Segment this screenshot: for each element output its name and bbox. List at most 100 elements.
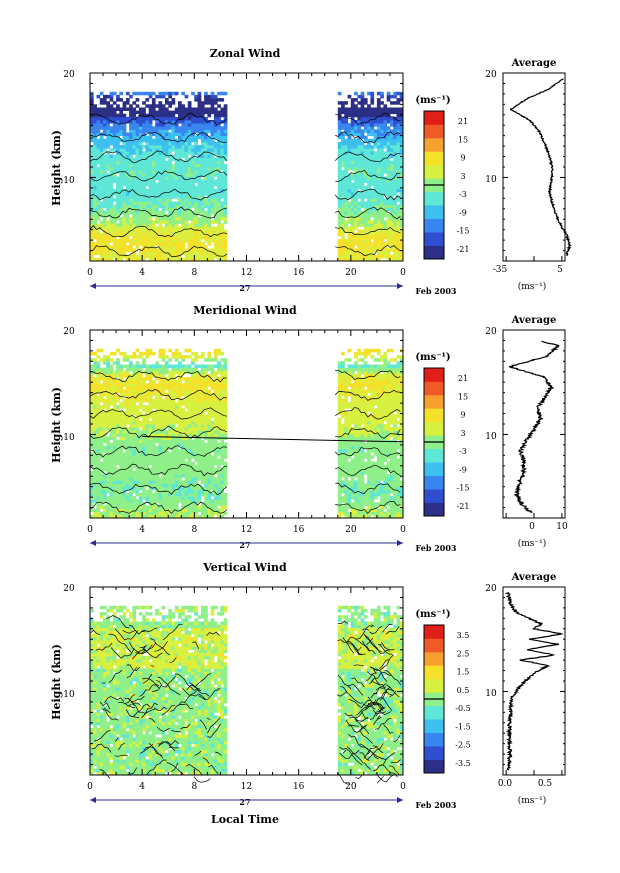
heatmap-cell: [106, 411, 110, 415]
heatmap-cell: [194, 408, 198, 412]
heatmap-cell: [337, 239, 342, 243]
heatmap-cell: [138, 477, 143, 481]
heatmap-cell: [109, 223, 114, 227]
heatmap-cell: [103, 458, 107, 462]
heatmap-cell: [109, 455, 114, 459]
heatmap-cell: [151, 170, 156, 174]
heatmap-cell: [383, 167, 388, 171]
heatmap-cell: [93, 508, 97, 513]
heatmap-cell: [119, 505, 123, 509]
heatmap-cell: [341, 160, 345, 165]
heatmap-cell: [119, 489, 123, 494]
heatmap-cell: [151, 207, 156, 212]
heatmap-cell: [96, 511, 101, 516]
heatmap-cell: [112, 113, 117, 118]
heatmap-cell: [103, 232, 107, 237]
heatmap-cell: [370, 257, 375, 262]
heatmap-cell: [106, 107, 110, 111]
colorbar-swatch: [424, 205, 444, 219]
heatmap-cell: [376, 198, 381, 202]
heatmap-cell: [151, 223, 156, 227]
heatmap-cell: [106, 508, 110, 513]
heatmap-cell: [151, 148, 156, 152]
heatmap-cell: [158, 367, 163, 372]
heatmap-cell: [145, 163, 150, 168]
heatmap-cell: [165, 477, 169, 481]
heatmap-cell: [187, 167, 192, 171]
heatmap-cell: [151, 411, 156, 415]
heatmap-cell: [194, 107, 198, 111]
heatmap-cell: [148, 254, 153, 259]
heatmap-cell: [145, 242, 150, 246]
heatmap-cell: [178, 232, 182, 237]
heatmap-cell: [90, 188, 94, 193]
heatmap-cell: [119, 232, 123, 237]
heatmap-cell: [367, 145, 371, 149]
heatmap-cell: [376, 235, 381, 240]
heatmap-cell: [129, 411, 133, 415]
heatmap-cell: [204, 477, 208, 481]
heatmap-cell: [344, 154, 348, 158]
heatmap-cell: [197, 229, 202, 234]
heatmap-cell: [145, 176, 150, 180]
heatmap-cell: [161, 348, 166, 353]
heatmap-cell: [200, 511, 205, 516]
heatmap-cell: [106, 395, 110, 400]
heatmap-cell: [151, 107, 156, 111]
heatmap-cell: [187, 170, 192, 174]
heatmap-cell: [151, 132, 156, 136]
heatmap-cell: [132, 132, 137, 136]
heatmap-cell: [129, 179, 133, 183]
heatmap-cell: [122, 123, 127, 127]
heatmap-cell: [158, 492, 163, 497]
heatmap-cell: [112, 483, 117, 487]
heatmap-cell: [129, 477, 133, 481]
heatmap-cell: [210, 163, 215, 168]
heatmap-cell: [96, 483, 101, 487]
heatmap-cell: [165, 452, 169, 456]
heatmap-cell: [363, 148, 368, 152]
heatmap-cell: [213, 101, 218, 105]
heatmap-cell: [194, 173, 198, 177]
heatmap-cell: [187, 145, 192, 149]
heatmap-cell: [109, 370, 114, 375]
heatmap-cell: [158, 116, 163, 121]
heatmap-cell: [380, 91, 384, 96]
heatmap-cell: [396, 226, 401, 230]
heatmap-cell: [168, 220, 172, 224]
heatmap-cell: [99, 151, 104, 155]
heatmap-cell: [207, 207, 212, 212]
heatmap-cell: [158, 182, 163, 187]
heatmap-cell: [142, 489, 146, 494]
heatmap-cell: [93, 398, 97, 403]
heatmap-cell: [204, 94, 208, 99]
heatmap-cell: [112, 480, 117, 484]
heatmap-cell: [119, 148, 123, 152]
heatmap-cell: [109, 98, 114, 102]
heatmap-cell: [138, 160, 143, 165]
heatmap-cell: [148, 351, 153, 356]
heatmap-cell: [106, 94, 110, 99]
heatmap-cell: [155, 467, 159, 472]
heatmap-cell: [103, 511, 107, 516]
heatmap-cell: [145, 182, 150, 187]
heatmap-cell: [344, 145, 348, 149]
heatmap-cell: [168, 229, 172, 234]
heatmap-cell: [386, 98, 391, 102]
heatmap-cell: [145, 348, 150, 353]
heatmap-cell: [383, 126, 388, 130]
heatmap-cell: [155, 242, 159, 246]
heatmap-cell: [217, 154, 221, 158]
heatmap-cell: [223, 148, 228, 152]
heatmap-cell: [99, 467, 104, 472]
heatmap-cell: [204, 489, 208, 494]
heatmap-cell: [194, 235, 198, 240]
heatmap-cell: [161, 442, 166, 447]
colorbar-tick-label: -21: [457, 502, 470, 511]
heatmap-cell: [129, 489, 133, 494]
heatmap-cell: [138, 123, 143, 127]
heatmap-cell: [223, 170, 228, 174]
heatmap-cell: [119, 424, 123, 428]
heatmap-cell: [135, 198, 140, 202]
heatmap-cell: [390, 179, 394, 183]
